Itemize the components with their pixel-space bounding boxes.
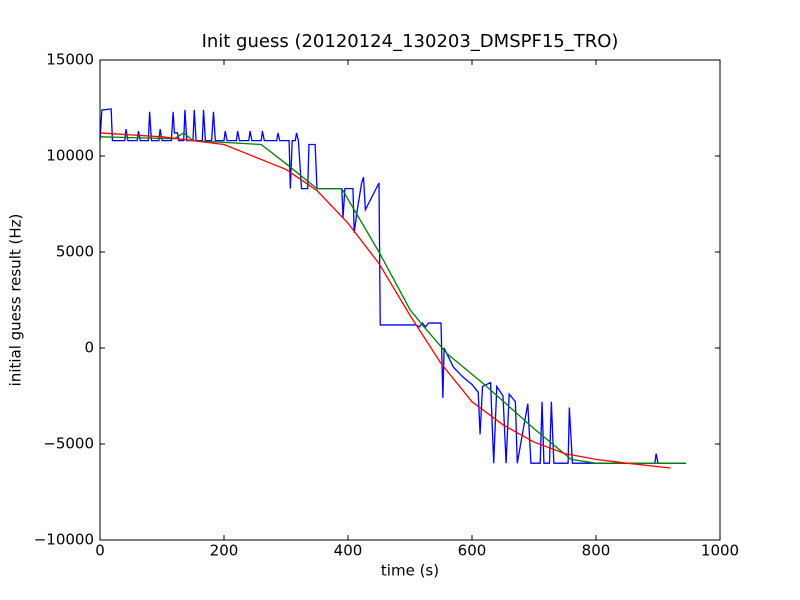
x-tick-label: 1000 bbox=[701, 542, 739, 560]
y-tick-label: −10000 bbox=[34, 531, 94, 549]
x-tick-label: 400 bbox=[334, 542, 363, 560]
x-tick-label: 800 bbox=[582, 542, 611, 560]
y-tick-label: 5000 bbox=[56, 243, 94, 261]
x-axis-label: time (s) bbox=[381, 562, 439, 580]
x-tick-label: 0 bbox=[95, 542, 105, 560]
data-line bbox=[99, 132, 671, 469]
x-tick-label: 600 bbox=[458, 542, 487, 560]
y-tick-label: −5000 bbox=[43, 435, 94, 453]
y-axis-label: initial guess result (Hz) bbox=[7, 214, 25, 387]
chart-title: Init guess (20120124_130203_DMSPF15_TRO) bbox=[202, 31, 619, 52]
plot-frame bbox=[99, 59, 721, 541]
data-line bbox=[99, 132, 686, 464]
y-tick-label: 0 bbox=[84, 339, 94, 357]
y-tick-label: 15000 bbox=[46, 51, 94, 69]
y-tick-label: 10000 bbox=[46, 147, 94, 165]
data-line bbox=[99, 108, 686, 464]
x-tick-label: 200 bbox=[210, 542, 239, 560]
